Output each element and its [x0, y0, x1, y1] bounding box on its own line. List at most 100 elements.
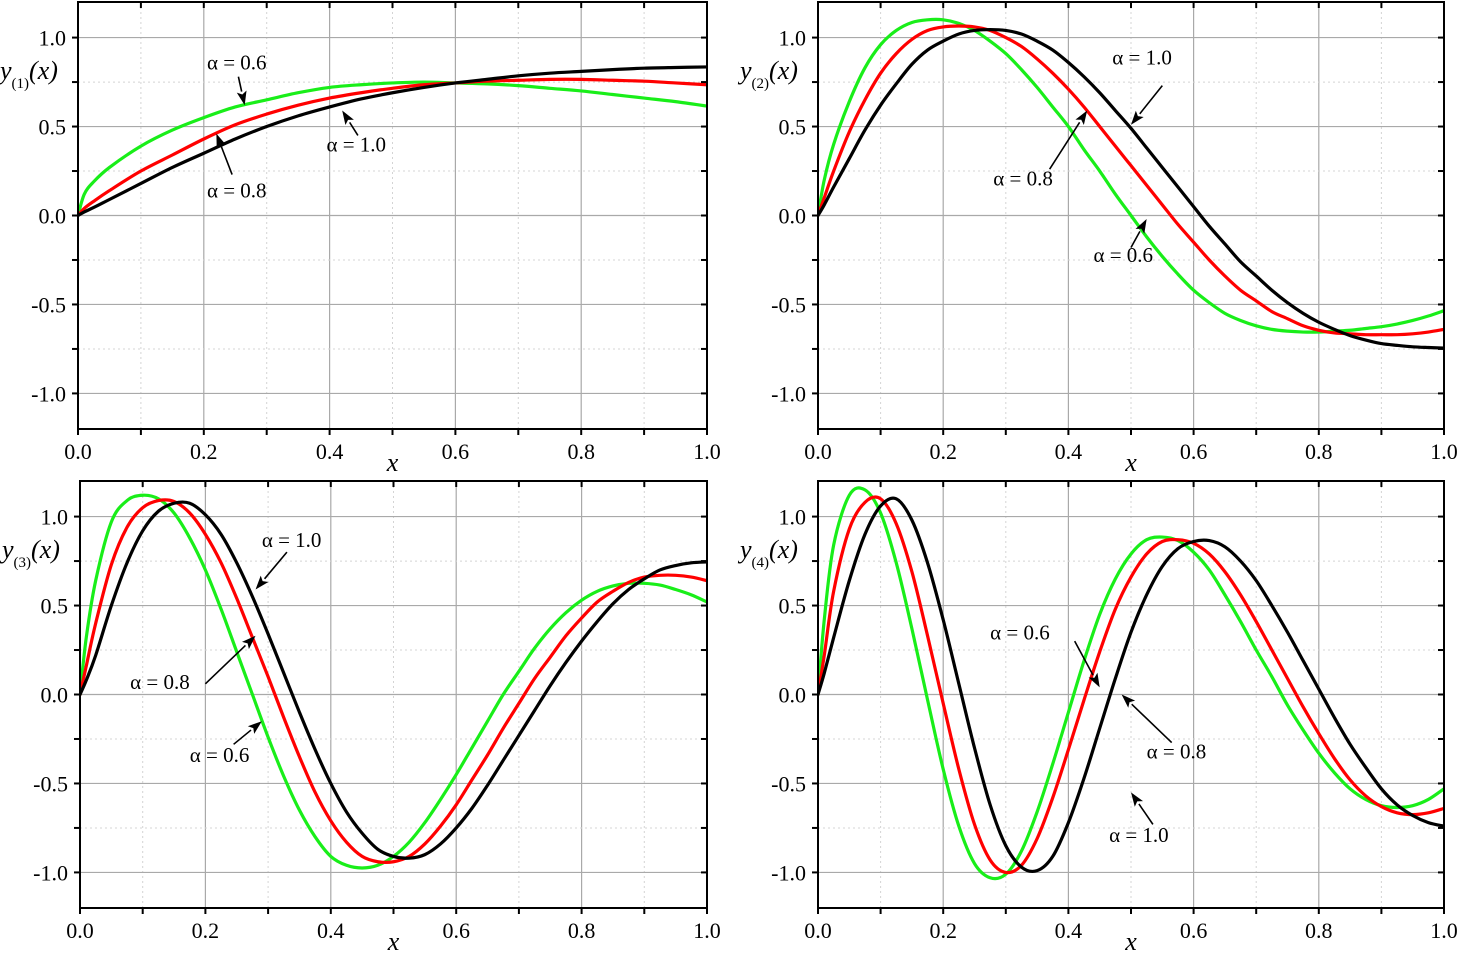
series-line: [818, 486, 1444, 881]
series-annotation: α = 0.6: [990, 620, 1100, 688]
x-tick-label: 0.8: [1305, 439, 1333, 464]
arrow-line: [233, 729, 252, 745]
y-tick-label: 1.0: [41, 505, 69, 530]
y-tick-label: 0.0: [39, 204, 67, 229]
arrow-head-icon: [216, 133, 227, 149]
x-axis-label: x: [387, 927, 400, 951]
x-tick-label: 0.2: [190, 439, 218, 464]
series-line: [818, 24, 1444, 337]
x-tick-label: 0.4: [1055, 439, 1083, 464]
arrow-head-icon: [247, 721, 262, 734]
axes: 0.0 0.2 0.4 0.6 0.8 1.0 1.0 0.5 0.0 -0.5 -1.0: [771, 1, 1458, 464]
ylabel-tail: (x): [31, 535, 60, 564]
arrow-head-icon: [241, 635, 256, 650]
curves: [80, 493, 707, 870]
series-line: [80, 500, 707, 860]
series-annotation: α = 0.6: [190, 721, 262, 767]
x-tick-label: 0.4: [316, 439, 344, 464]
arrow-head-icon: [1088, 672, 1100, 688]
x-tick-label: 0.8: [1305, 918, 1333, 943]
annotations: α = 1.0 α = 0.8 α = 0.6: [130, 528, 321, 767]
annotation-label: α = 0.6: [190, 743, 250, 767]
x-tick-label: 0.2: [929, 918, 957, 943]
series-annotation: α = 0.8: [993, 110, 1088, 190]
arrow-line: [1048, 121, 1081, 170]
arrow-line: [263, 551, 288, 580]
panel-y2: 0.0 0.2 0.4 0.6 0.8 1.0 1.0 0.5 0.0 -0.5 -1.0 α = …: [737, 1, 1458, 477]
arrow-line: [1131, 703, 1173, 744]
series-line: [80, 498, 707, 865]
y-axis-label: y(3)(x): [0, 535, 60, 571]
y-tick-label: -0.5: [771, 771, 806, 796]
curves: [818, 17, 1444, 350]
y-tick-label: 0.0: [779, 204, 807, 229]
series-annotation: α = 0.8: [1121, 694, 1206, 764]
axes: 0.0 0.2 0.4 0.6 0.8 1.0 1.0 0.5 0.0 -0.5 -1.0: [31, 1, 721, 464]
ylabel-tail: (x): [769, 56, 798, 85]
x-tick-label: 1.0: [1430, 918, 1458, 943]
annotations: α = 0.6 α = 0.8 α = 1.0: [990, 620, 1206, 847]
x-tick-label: 1.0: [693, 918, 721, 943]
arrow-line: [204, 644, 247, 685]
curves: [818, 486, 1444, 881]
arrow-head-icon: [236, 90, 247, 106]
x-tick-label: 0.4: [1055, 918, 1083, 943]
arrow-line: [1139, 85, 1163, 115]
x-tick-label: 0.0: [804, 918, 832, 943]
arrow-line: [1130, 230, 1141, 248]
annotation-label: α = 0.6: [990, 620, 1050, 644]
y-tick-label: 0.5: [39, 115, 67, 140]
annotation-label: α = 0.8: [993, 166, 1053, 190]
series-annotation: α = 1.0: [255, 528, 322, 590]
panel-y4: 0.0 0.2 0.4 0.6 0.8 1.0 1.0 0.5 0.0 -0.5 -1.0 α = …: [737, 480, 1458, 956]
series-annotation: α = 1.0: [326, 110, 386, 156]
arrow-head-icon: [342, 110, 354, 126]
x-tick-label: 0.0: [804, 439, 832, 464]
y-tick-label: 0.5: [41, 594, 69, 619]
series-line: [78, 77, 707, 218]
y-tick-label: 1.0: [779, 26, 807, 51]
x-tick-label: 1.0: [693, 439, 721, 464]
x-tick-label: 0.2: [929, 439, 957, 464]
series-annotation: α = 1.0: [1112, 45, 1172, 125]
arrow-line: [1138, 803, 1154, 825]
arrow-line: [237, 76, 243, 92]
arrow-head-icon: [1131, 110, 1144, 125]
annotation-label: α = 0.6: [207, 51, 267, 75]
y-tick-label: 0.0: [779, 683, 807, 708]
ylabel-sub: (2): [752, 76, 770, 92]
y-tick-label: -1.0: [771, 860, 806, 885]
annotation-label: α = 1.0: [326, 132, 386, 156]
ylabel-main: y: [737, 56, 752, 85]
annotation-label: α = 0.8: [130, 670, 190, 694]
y-tick-label: 1.0: [779, 505, 807, 530]
axes: 0.0 0.2 0.4 0.6 0.8 1.0 1.0 0.5 0.0 -0.5 -1.0: [33, 480, 721, 943]
ylabel-tail: (x): [769, 535, 798, 564]
series-line: [78, 80, 707, 218]
annotation-label: α = 1.0: [1109, 823, 1169, 847]
series-annotation: α = 0.8: [207, 133, 267, 203]
y-axis-label: y(1)(x): [0, 56, 58, 92]
series-line: [78, 65, 707, 218]
series-line: [818, 495, 1444, 875]
x-axis-label: x: [1124, 927, 1137, 951]
series-line: [818, 496, 1444, 874]
arrow-head-icon: [1135, 219, 1147, 234]
y-tick-label: -0.5: [31, 292, 66, 317]
annotation-label: α = 1.0: [262, 528, 322, 552]
grid: [818, 481, 1444, 908]
x-tick-label: 0.0: [66, 918, 94, 943]
ylabel-sub: (3): [14, 555, 32, 571]
x-tick-label: 0.8: [567, 439, 595, 464]
x-tick-label: 0.6: [1180, 439, 1208, 464]
y-tick-label: -1.0: [31, 381, 66, 406]
series-annotation: α = 0.6: [207, 51, 267, 106]
grid: [78, 2, 707, 429]
arrow-line: [348, 121, 359, 136]
x-tick-label: 0.4: [317, 918, 345, 943]
x-axis-label: x: [1124, 448, 1137, 477]
x-tick-label: 0.6: [442, 918, 470, 943]
arrow-head-icon: [1075, 110, 1088, 126]
